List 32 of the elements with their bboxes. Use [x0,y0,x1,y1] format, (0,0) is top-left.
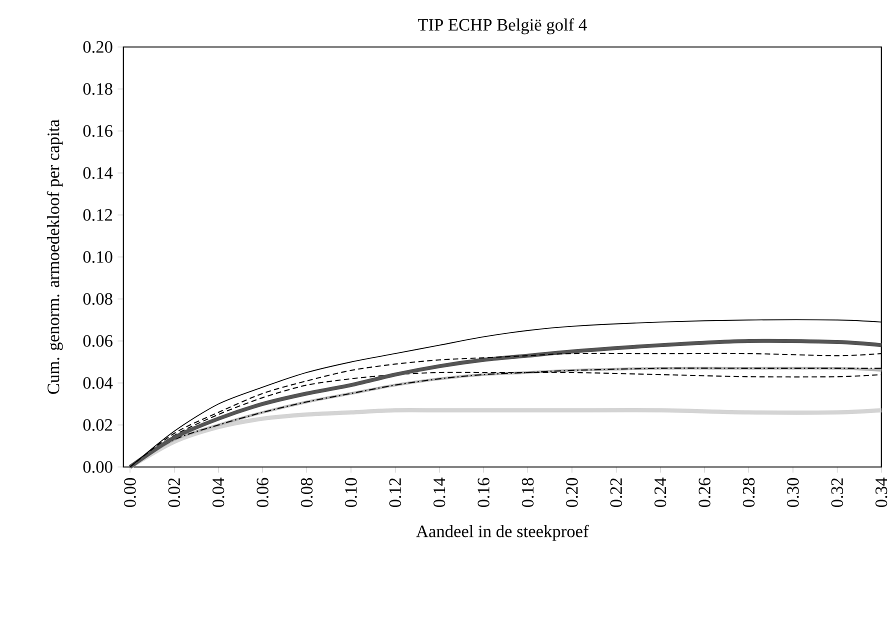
x-tick-label: 0.22 [610,478,622,508]
x-tick-label: 0.20 [566,478,578,508]
y-axis-title: Cum. genorm. armoedekloof per capita [46,120,63,394]
y-tick-label: 0.00 [83,461,112,473]
x-tick-label: 0.28 [742,478,755,508]
y-tick-label: 0.16 [83,125,112,137]
x-tick-label: 0.12 [389,478,402,508]
x-tick-label: 0.30 [787,478,799,508]
x-tick-label: 0.32 [831,478,844,508]
x-tick-label: 0.08 [300,478,313,508]
x-tick-label: 0.04 [212,478,224,508]
x-tick-label: 0.16 [478,478,490,508]
y-tick-label: 0.04 [83,377,113,389]
x-tick-label: 0.10 [345,478,357,508]
x-tick-label: 0.14 [434,478,446,508]
y-tick-label: 0.20 [83,41,112,53]
y-tick-label: 0.14 [83,167,113,179]
y-tick-label: 0.10 [83,251,112,263]
x-axis-title: Aandeel in de steekproef [416,524,589,541]
y-tick-label: 0.06 [83,335,112,347]
x-tick-label: 0.06 [256,478,268,508]
y-tick-label: 0.18 [83,83,112,95]
y-tick-label: 0.02 [83,419,112,431]
x-tick-label: 0.02 [168,478,180,508]
chart-title: TIP ECHP België golf 4 [418,18,587,34]
x-tick-label: 0.18 [522,478,534,508]
x-tick-label: 0.00 [124,478,136,508]
y-tick-label: 0.12 [83,209,112,221]
y-tick-label: 0.08 [83,293,112,305]
x-tick-label: 0.26 [698,478,710,508]
x-tick-label: 0.24 [654,478,666,508]
x-tick-label: 0.34 [875,478,888,508]
